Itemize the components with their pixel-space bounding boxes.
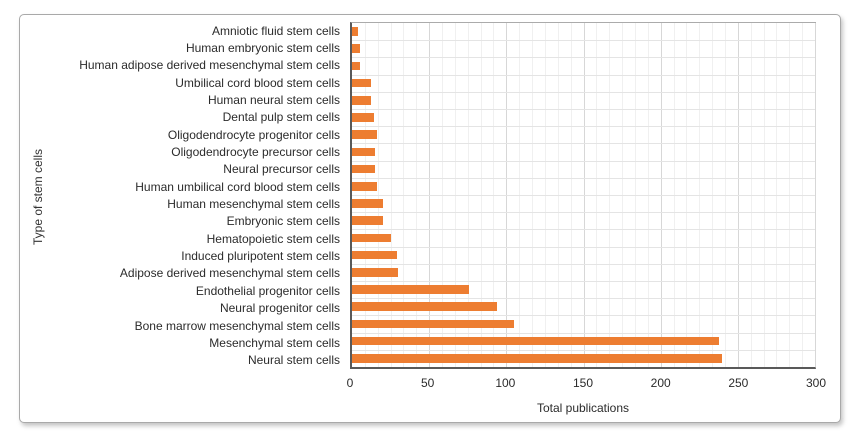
bar-row <box>352 178 815 195</box>
gridline-major <box>815 23 816 367</box>
bar-row <box>352 161 815 178</box>
bar-row <box>352 315 815 332</box>
gridline-row <box>352 143 815 145</box>
bar <box>352 216 383 226</box>
category-label: Mesenchymal stem cells <box>209 335 340 350</box>
category-label: Amniotic fluid stem cells <box>211 23 340 38</box>
bar <box>352 199 383 208</box>
gridline-row <box>352 281 815 282</box>
category-label: Human mesenchymal stem cells <box>167 197 340 212</box>
bar <box>352 78 371 88</box>
gridline-row <box>352 298 815 300</box>
gridline-row <box>352 212 815 214</box>
gridline-row <box>352 160 815 162</box>
x-tick-label: 0 <box>346 376 354 390</box>
bar-row <box>352 247 815 264</box>
gridline-row <box>352 332 815 334</box>
category-label: Induced pluripotent stem cells <box>181 249 340 264</box>
bar <box>352 130 377 140</box>
category-axis-labels: Amniotic fluid stem cells Human embryonic… <box>20 22 346 369</box>
gridline-row <box>352 315 815 317</box>
category-label: Neural precursor cells <box>223 162 340 177</box>
gridline-row <box>352 349 815 351</box>
category-label: Bone marrow mesenchymal stem cells <box>134 318 340 333</box>
category-label: Human neural stem cells <box>207 93 340 108</box>
gridline-row <box>352 229 815 231</box>
bar <box>352 113 374 122</box>
bar-row <box>352 350 815 367</box>
bar <box>352 44 360 54</box>
gridline-row <box>352 57 815 59</box>
category-label: Human umbilical cord blood stem cells <box>135 179 340 194</box>
category-label: Oligodendrocyte progenitor cells <box>167 127 340 142</box>
bar <box>352 164 376 174</box>
category-label: Dental pulp stem cells <box>222 110 340 125</box>
bar <box>352 354 723 363</box>
bar <box>352 147 376 157</box>
bar <box>352 182 377 191</box>
category-label: Endothelial progenitor cells <box>195 283 340 298</box>
x-axis-tick-labels: 0 50 100 150 200 250 300 <box>346 376 826 391</box>
gridline-row <box>352 126 815 128</box>
bar-row <box>352 143 815 160</box>
category-label: Oligodendrocyte precursor cells <box>171 145 340 160</box>
bar <box>352 336 720 346</box>
bar-row <box>352 23 815 40</box>
x-axis-title: Total publications <box>536 401 630 415</box>
gridline-row <box>352 40 815 42</box>
bar <box>352 302 498 312</box>
gridline-row <box>352 74 815 76</box>
chart-figure: Type of stem cells Amniotic fluid stem c… <box>19 14 841 423</box>
bar-row <box>352 109 815 126</box>
gridline-row <box>352 263 815 265</box>
x-tick-label: 200 <box>650 376 671 390</box>
category-label: Human adipose derived mesenchymal stem c… <box>79 58 340 73</box>
category-label: Neural progenitor cells <box>219 301 340 316</box>
bar-row <box>352 298 815 315</box>
gridline-row <box>352 109 815 110</box>
x-tick-label: 100 <box>495 376 516 390</box>
bar <box>352 233 391 243</box>
x-tick-label: 250 <box>728 376 749 390</box>
bar-row <box>352 264 815 281</box>
bar <box>352 27 359 36</box>
gridline-row <box>352 177 815 179</box>
category-label: Embryonic stem cells <box>226 214 340 229</box>
bar <box>352 319 515 329</box>
bar-row <box>352 126 815 143</box>
bar-row <box>352 229 815 246</box>
category-label: Umbilical cord blood stem cells <box>175 75 340 90</box>
bar <box>352 250 397 260</box>
x-tick-label: 150 <box>572 376 594 390</box>
plot-area <box>350 22 816 369</box>
category-label: Human embryonic stem cells <box>185 41 340 56</box>
gridline-row <box>352 246 815 248</box>
x-tick-label: 50 <box>420 376 435 390</box>
bar-row <box>352 281 815 298</box>
bar-row <box>352 212 815 229</box>
bar <box>352 285 470 294</box>
bar-row <box>352 195 815 212</box>
bar-row <box>352 57 815 74</box>
gridline-row <box>352 91 815 93</box>
category-label: Adipose derived mesenchymal stem cells <box>119 266 340 281</box>
bar-row <box>352 92 815 109</box>
gridline-row <box>352 195 815 196</box>
x-tick-label: 300 <box>805 376 827 390</box>
bar-row <box>352 40 815 57</box>
bar <box>352 96 371 105</box>
category-label: Hematopoietic stem cells <box>206 231 340 246</box>
category-label: Neural stem cells <box>247 353 340 368</box>
bar-row <box>352 333 815 350</box>
bar <box>352 268 399 277</box>
bar <box>352 61 360 71</box>
bar-row <box>352 75 815 92</box>
